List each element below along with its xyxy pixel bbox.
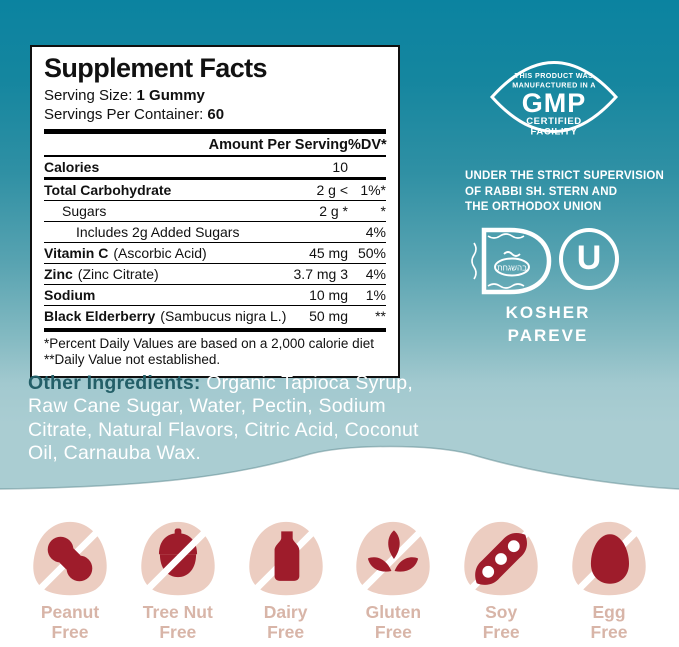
white-footer-background (0, 498, 679, 647)
dv-column-header: %DV* (348, 137, 387, 153)
egg-icon (565, 519, 652, 599)
other-ingredients-text: Organic Tapioca Syrup, Raw Cane Sugar, W… (28, 371, 419, 465)
nutrient-dv: ** (375, 308, 386, 324)
other-ingredients-label: Other Ingredients: (28, 371, 201, 394)
kosher-pareve-text: KOSHER PAREVE (505, 303, 591, 345)
nutrient-amount: 3.7 mg 3 (293, 266, 348, 282)
nutrient-amount: 50 mg (309, 308, 348, 324)
allergen-label: Peanut Free (40, 602, 100, 642)
allergen-label: Tree Nut Free (142, 602, 213, 642)
allergen-label: Soy Free (482, 602, 520, 642)
allergen-egg-free: Egg Free (557, 519, 661, 642)
allergen-label: Egg Free (590, 602, 628, 642)
allergen-tree-nut-free: Tree Nut Free (126, 519, 230, 642)
table-row-sugars: Sugars 2 g * * (44, 200, 386, 221)
nutrient-amount: 45 mg (309, 245, 348, 261)
serving-size-line: Serving Size: 1 Gummy (44, 86, 386, 105)
nutrient-name: Calories (44, 159, 100, 175)
nutrient-amount: 2 g < (316, 182, 348, 198)
allergen-label: Gluten Free (365, 602, 422, 642)
orthodox-union-ou-icon: U (559, 228, 619, 290)
peanut-icon (27, 519, 113, 599)
table-header-row: Amount Per Serving %DV* (44, 134, 387, 157)
gmp-certified-badge-icon: THIS PRODUCT WAS MANUFACTURED IN A GMP C… (489, 61, 619, 138)
svg-text:MANUFACTURED IN A: MANUFACTURED IN A (512, 81, 596, 90)
dairy-icon (242, 519, 329, 599)
nutrient-name: Vitamin C (Ascorbic Acid) (44, 245, 207, 261)
nutrient-dv: 4% (365, 266, 386, 282)
allergen-label: Dairy Free (263, 602, 308, 642)
svg-text:בהשגחת: בהשגחת (497, 264, 527, 273)
nutrient-amount: 10 mg (309, 287, 348, 303)
nutrient-amount: 2 g * (319, 203, 348, 219)
allergen-free-row: Peanut Free Tree Nut Free (0, 519, 679, 642)
other-ingredients-paragraph: Other Ingredients: Organic Tapioca Syrup… (28, 372, 450, 466)
nutrient-dv: 50% (357, 245, 386, 261)
gluten-icon (350, 519, 437, 599)
wave-divider (0, 445, 679, 500)
panel-title: Supplement Facts (44, 53, 268, 83)
nutrient-dv: 1%* (360, 182, 386, 198)
table-row-sodium: Sodium 10 mg 1% (44, 284, 386, 305)
svg-text:GMP: GMP (522, 88, 587, 118)
nutrient-dv: 4% (365, 224, 386, 240)
servings-value: 60 (207, 106, 225, 123)
servings-per-container-line: Servings Per Container: 60 (44, 105, 386, 124)
tree-nut-icon (134, 519, 221, 599)
nutrient-name: Sugars (62, 203, 107, 219)
allergen-dairy-free: Dairy Free (234, 519, 338, 642)
table-row-calories: Calories 10 (44, 157, 386, 177)
svg-text:CERTIFIED: CERTIFIED (526, 116, 582, 127)
allergen-peanut-free: Peanut Free (18, 519, 122, 642)
nutrient-dv: 1% (365, 287, 386, 303)
nutrient-name: Sodium (44, 287, 96, 303)
table-row-total-carbohydrate: Total Carbohydrate 2 g < 1%* (44, 177, 386, 200)
kosher-d-hechsher-icon: בהשגחת (471, 227, 552, 295)
nutrient-amount: 10 (332, 159, 348, 175)
footnote-daily-values: *Percent Daily Values are based on a 2,0… (44, 336, 374, 351)
svg-text:FACILITY: FACILITY (530, 127, 577, 138)
serving-size-label: Serving Size: (44, 87, 133, 104)
supplement-facts-panel: Supplement Facts Serving Size: 1 Gummy S… (30, 45, 400, 378)
nutrient-name: Includes 2g Added Sugars (76, 224, 240, 240)
table-row-vitamin-c: Vitamin C (Ascorbic Acid) 45 mg 50% (44, 242, 386, 263)
nutrient-name: Black Elderberry (Sambucus nigra L.) (44, 308, 287, 324)
table-row-added-sugars: Includes 2g Added Sugars 4% (44, 221, 386, 242)
serving-size-value: 1 Gummy (136, 87, 205, 104)
allergen-soy-free: Soy Free (449, 519, 553, 642)
svg-text:THIS PRODUCT WAS: THIS PRODUCT WAS (515, 71, 594, 80)
nutrient-name: Zinc (Zinc Citrate) (44, 266, 159, 282)
table-row-black-elderberry: Black Elderberry (Sambucus nigra L.) 50 m… (44, 305, 386, 326)
nutrient-name: Total Carbohydrate (44, 182, 172, 198)
footnote-dv-not-established: **Daily Value not established. (44, 352, 221, 367)
nutrient-dv: * (380, 203, 386, 219)
kosher-supervision-text: UNDER THE STRICT SUPERVISION OF RABBI SH… (465, 170, 664, 213)
soy-icon (458, 519, 545, 599)
amount-column-header: Amount Per Serving (208, 137, 348, 153)
thick-divider (44, 129, 386, 134)
table-row-zinc: Zinc (Zinc Citrate) 3.7 mg 3 4% (44, 263, 386, 284)
thick-divider (44, 328, 386, 332)
allergen-gluten-free: Gluten Free (341, 519, 445, 642)
servings-label: Servings Per Container: (44, 106, 204, 123)
